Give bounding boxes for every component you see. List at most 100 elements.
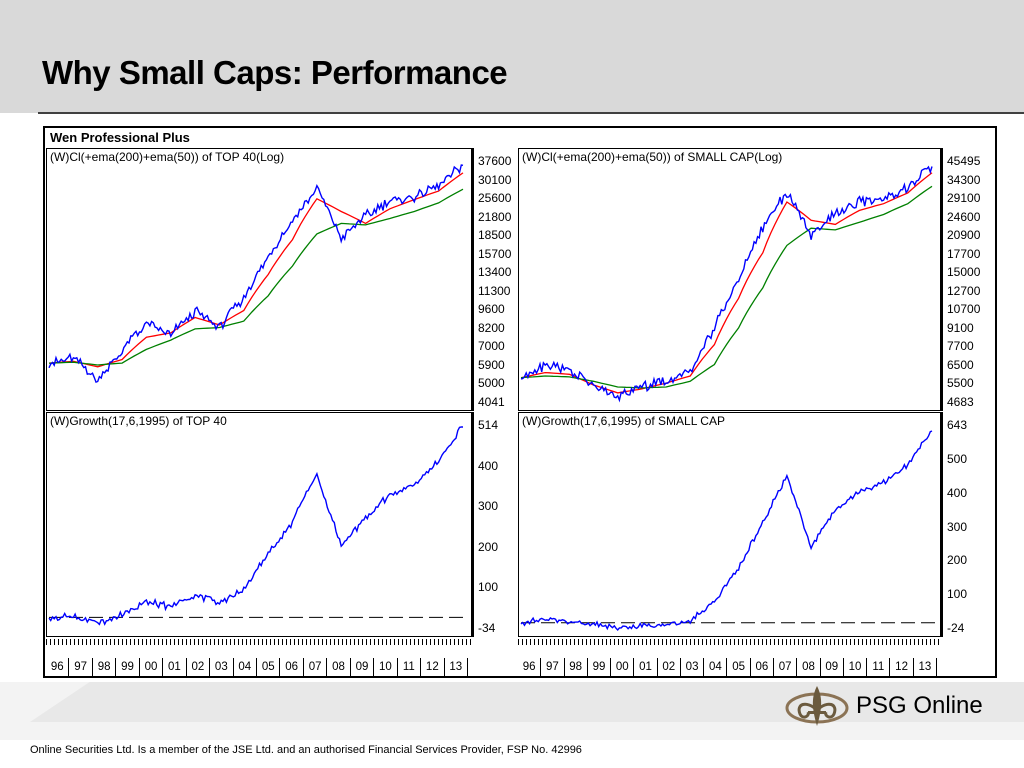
y-tick-label: 18500	[478, 228, 512, 243]
y-axis-smallcap-price: 45495 34300 29100 24600 20900 17700 15000 12700…	[941, 148, 993, 411]
y-axis-smallcap-growth: 643 500 400 300 200 100 -24	[941, 412, 993, 637]
y-tick-label: 514	[478, 418, 499, 432]
series-ema50	[48, 172, 464, 368]
y-tick-label: 4041	[478, 395, 505, 409]
panel-title: (W)Growth(17,6,1995) of TOP 40	[50, 414, 227, 428]
x-tick-label: 09	[351, 658, 375, 676]
x-tick-label: 97	[69, 658, 93, 676]
y-tick-label: 45495	[947, 154, 981, 168]
chart-svg-top40-growth	[48, 426, 469, 626]
x-tick-label: 05	[257, 658, 281, 676]
y-tick-label: 300	[947, 519, 968, 534]
x-tick-label: 06	[280, 658, 304, 676]
y-tick-label: 34300	[947, 172, 981, 187]
y-tick-label: 400	[947, 485, 968, 500]
y-tick-label: 7000	[478, 339, 505, 354]
y-tick-label: 8200	[478, 320, 505, 335]
logo-text: PSG Online	[856, 692, 983, 719]
y-tick-label: 11300	[478, 283, 511, 298]
panel-title: (W)Growth(17,6,1995) of SMALL CAP	[522, 414, 725, 428]
x-tick-label: 03	[210, 658, 234, 676]
y-tick-label: 9100	[947, 320, 974, 335]
x-axis-left: 96 97 98 99 00 01 02 03 04 05 06 07 08 09 10 11 12 13	[46, 658, 472, 676]
series-ema200	[520, 185, 933, 389]
panel-smallcap-price: (W)Cl(+ema(200)+ema(50)) of SMALL CAP(Lo…	[518, 148, 941, 411]
series-price	[520, 165, 933, 403]
y-tick-label: 500	[947, 451, 968, 466]
y-tick-label: 10700	[947, 302, 981, 317]
y-axis-top40-price: 37600 30100 25600 21800 18500 15700 13400 11300…	[472, 148, 516, 411]
x-tick-label: 11	[398, 658, 422, 676]
series-price	[520, 430, 933, 632]
x-tick-label: 12	[890, 658, 914, 676]
x-tick-label: 13	[445, 658, 468, 676]
x-tick-label: 99	[116, 658, 140, 676]
x-tick-label: 04	[704, 658, 728, 676]
y-tick-label: 37600	[478, 154, 512, 168]
series-ema50	[520, 172, 933, 394]
x-tick-label: 13	[914, 658, 937, 676]
title-underline	[38, 112, 1024, 114]
x-tick-label: 04	[234, 658, 257, 676]
y-tick-label: 100	[947, 587, 968, 602]
psg-online-logo: PSG Online	[782, 684, 1002, 730]
footer-shape	[30, 682, 1024, 722]
slide-title: Why Small Caps: Performance	[42, 54, 508, 91]
y-axis-top40-growth: 514 400 300 200 100 -34	[472, 412, 516, 637]
x-tick-label: 05	[728, 658, 751, 676]
y-tick-label: 17700	[947, 246, 981, 261]
y-tick-label: 20900	[947, 228, 981, 243]
y-tick-label: 9600	[478, 302, 505, 317]
x-tick-label: 10	[844, 658, 868, 676]
x-tick-label: 00	[611, 658, 635, 676]
app-title: Wen Professional Plus	[50, 130, 190, 145]
y-axis-line	[941, 412, 943, 637]
series-ema200	[48, 188, 464, 366]
y-axis-line	[941, 148, 943, 411]
y-tick-label: 24600	[947, 209, 981, 224]
x-tick-label: 98	[93, 658, 117, 676]
y-tick-label: 25600	[478, 191, 512, 206]
x-axis-ticks-left	[46, 639, 472, 645]
chart-svg-smallcap-growth	[520, 430, 938, 632]
y-tick-label: 5000	[478, 376, 505, 391]
x-tick-label: 02	[187, 658, 211, 676]
x-tick-label: 07	[304, 658, 328, 676]
y-tick-label: 21800	[478, 209, 512, 224]
x-tick-label: 07	[774, 658, 798, 676]
chart-svg-top40-price	[48, 164, 464, 383]
x-tick-label: 12	[421, 658, 445, 676]
panel-title: (W)Cl(+ema(200)+ema(50)) of SMALL CAP(Lo…	[522, 150, 783, 164]
y-tick-label: 12700	[947, 283, 981, 298]
x-tick-label: 96	[518, 658, 542, 676]
y-tick-label: 400	[478, 458, 499, 473]
y-tick-label: 300	[478, 499, 499, 514]
y-tick-label: 5500	[947, 376, 974, 391]
y-tick-label: 15000	[947, 265, 981, 280]
x-tick-label: 01	[634, 658, 658, 676]
x-tick-label: 11	[867, 658, 891, 676]
panel-top40-growth: (W)Growth(17,6,1995) of TOP 40	[46, 412, 472, 637]
y-tick-label: -24	[947, 621, 965, 635]
x-axis-ticks-right	[518, 639, 941, 645]
y-tick-label: 13400	[478, 265, 512, 280]
y-tick-label: 5900	[478, 357, 505, 372]
chart-canvas: Wen Professional Plus (W)Cl(+ema(200)+em…	[45, 128, 995, 676]
title-band	[0, 0, 1024, 113]
y-axis-line	[472, 412, 474, 637]
chart-svg-smallcap-price	[520, 165, 933, 403]
y-tick-label: 100	[478, 580, 499, 595]
chart-frame: Wen Professional Plus (W)Cl(+ema(200)+em…	[43, 126, 997, 678]
y-tick-label: 7700	[947, 339, 974, 354]
y-tick-label: 6500	[947, 357, 974, 372]
x-tick-label: 10	[374, 658, 398, 676]
y-tick-label: 200	[478, 539, 499, 554]
series-price	[48, 164, 464, 383]
x-tick-label: 01	[163, 658, 187, 676]
y-tick-label: 29100	[947, 191, 981, 206]
series-price	[48, 426, 463, 626]
x-tick-label: 97	[541, 658, 565, 676]
x-tick-label: 00	[140, 658, 164, 676]
x-axis-right: 96 97 98 99 00 01 02 03 04 05 06 07 08 09 10 11 12 13	[518, 658, 941, 676]
y-axis-line	[472, 148, 474, 411]
